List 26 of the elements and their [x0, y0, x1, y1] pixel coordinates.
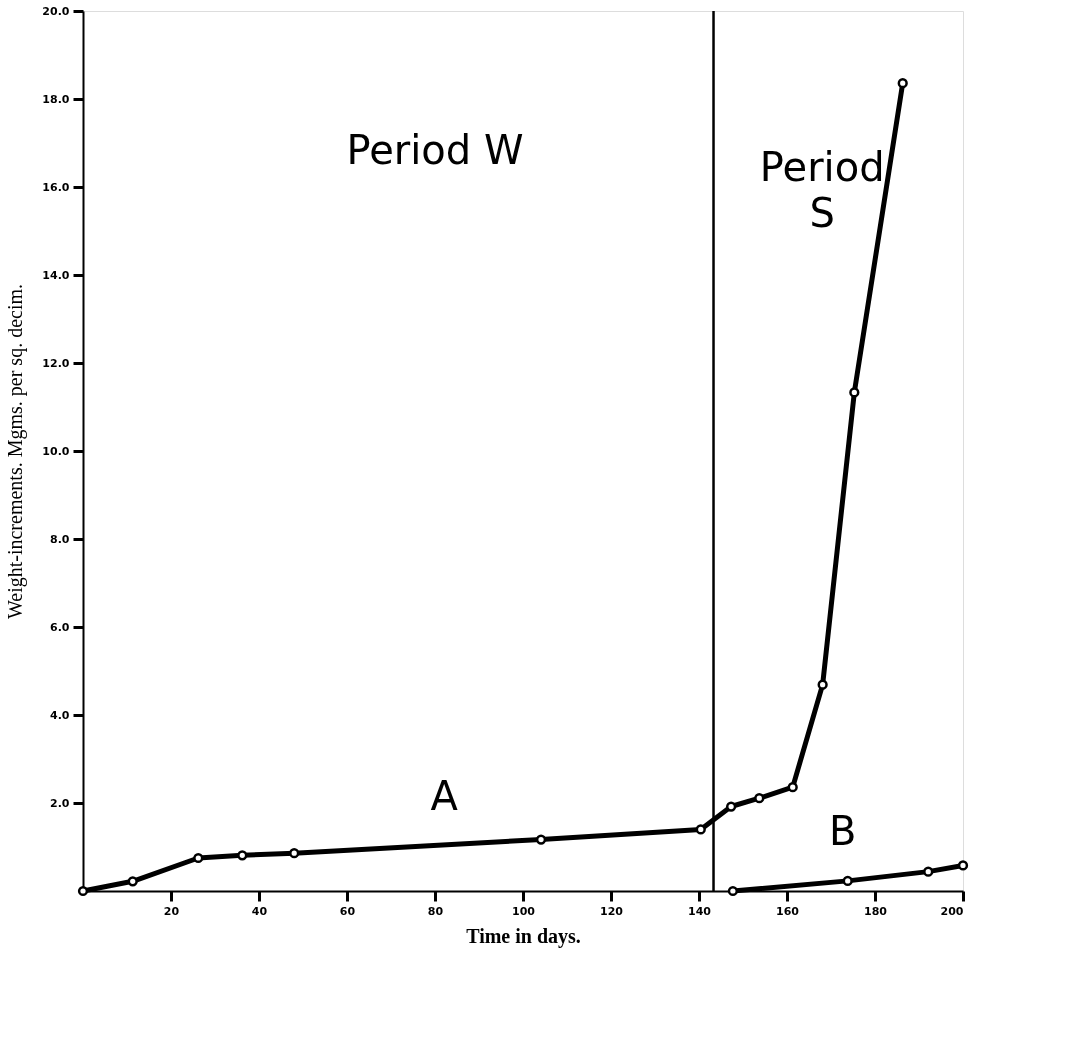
x-tick-label: 140: [688, 904, 712, 918]
x-tick-label: 20: [163, 904, 180, 918]
x-tick-label: 120: [600, 904, 624, 918]
y-tick-label: 2.0: [50, 796, 70, 810]
x-tick-label: 100: [512, 904, 536, 918]
y-tick-label: 8.0: [50, 532, 70, 546]
annotation: Period S: [759, 144, 885, 237]
x-tick-label: 40: [251, 904, 268, 918]
series-label: A: [430, 773, 459, 820]
x-tick-label: 60: [339, 904, 356, 918]
y-tick-label: 10.0: [42, 444, 70, 458]
y-tick-label: 6.0: [50, 620, 70, 634]
y-tick-label: 16.0: [42, 180, 70, 194]
x-tick-label: 160: [776, 904, 800, 918]
x-tick-label: 200: [940, 904, 964, 918]
y-tick-label: 4.0: [50, 708, 70, 722]
x-tick-label: 180: [864, 904, 888, 918]
annotation: Period W: [346, 126, 524, 173]
x-tick-label: 80: [427, 904, 444, 918]
series-label: B: [828, 807, 857, 854]
y-axis-title: Weight-increments. Mgms. per sq. decim.: [4, 284, 28, 619]
y-tick-label: 20.0: [42, 4, 70, 18]
y-tick-label: 18.0: [42, 92, 70, 106]
y-tick-label: 14.0: [42, 268, 70, 282]
y-tick-label: 12.0: [42, 356, 70, 370]
x-axis-title: Time in days.: [466, 924, 581, 948]
